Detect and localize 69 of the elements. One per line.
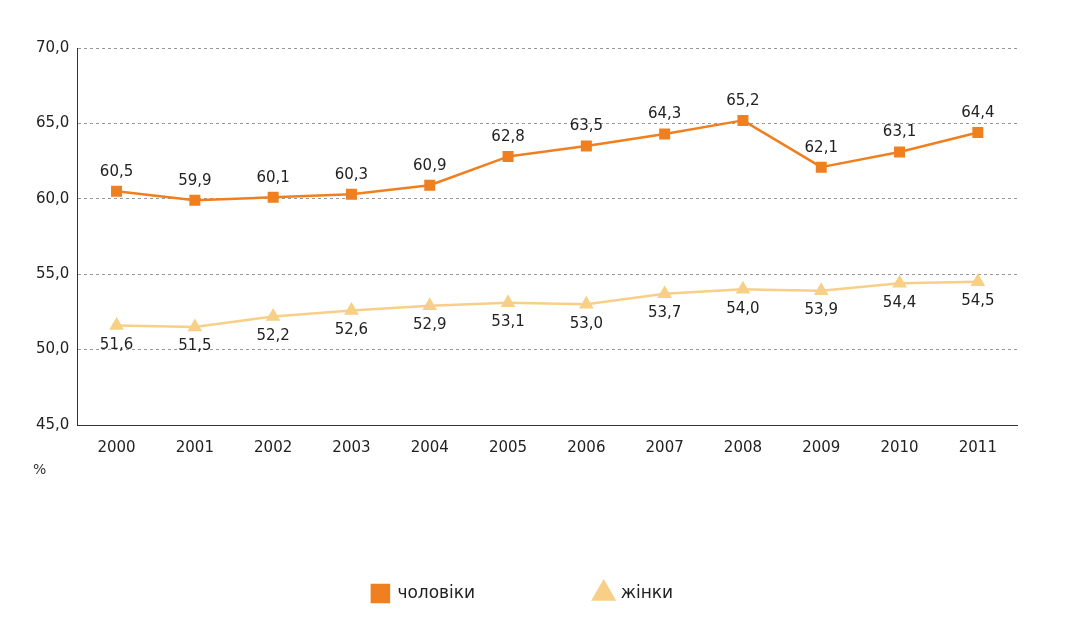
y-tick-label: 50,0 [35,339,70,358]
point [894,146,906,158]
data-label: 62,1 [804,137,838,156]
x-tick-label: 2004 [410,437,449,456]
point [189,194,201,206]
point [893,276,906,288]
x-tick-label: 2003 [332,437,371,456]
data-label: 60,5 [99,161,134,180]
point [111,185,123,197]
data-label: 54,5 [961,291,995,310]
point [110,318,123,330]
x-tick-label: 2001 [175,437,214,456]
data-label: 64,3 [647,104,682,123]
data-label: 54,0 [726,298,760,317]
data-label: 60,3 [334,164,369,183]
point [267,191,279,203]
x-tick-label: 2005 [488,437,528,456]
x-tick-label: 2002 [254,437,293,456]
data-label: 53,0 [569,313,604,332]
y-tick-label: 70,0 [35,37,70,56]
data-label: 54,4 [882,292,917,311]
y-axis-title: % [33,460,47,477]
y-tick-label: 65,0 [35,113,70,132]
data-label: 53,1 [491,312,525,331]
y-tick-label: 55,0 [35,264,70,283]
x-tick-label: 2009 [802,437,841,456]
data-label: 52,9 [413,315,447,334]
point [814,283,828,296]
point [972,126,984,138]
data-label: 53,9 [804,300,838,319]
point [501,295,515,308]
point [266,309,280,321]
data-label: 63,5 [569,116,604,135]
data-label: 52,6 [334,319,369,338]
data-label: 51,6 [99,334,134,353]
point [580,140,592,152]
data-label: 65,2 [726,90,760,109]
data-label: 63,1 [882,122,917,141]
point [737,114,749,126]
point [736,282,750,294]
point [658,286,672,299]
legend-label: жінки [620,581,674,602]
x-tick-label: 2006 [567,437,606,456]
x-tick-label: 2011 [958,437,997,456]
point [345,303,358,315]
data-label: 53,7 [647,303,682,322]
y-tick-label: 45,0 [35,414,70,433]
x-tick-label: 2000 [97,437,136,456]
x-tick-label: 2007 [645,437,684,456]
point [345,188,357,200]
data-label: 62,8 [491,126,525,145]
data-label: 60,9 [413,155,447,174]
point [815,161,827,173]
point [423,298,437,311]
point [971,274,985,286]
legend-label: чоловіки [397,581,476,602]
data-label: 64,4 [961,102,995,121]
data-label: 51,5 [178,336,212,355]
point [659,128,671,140]
data-label: 59,9 [178,170,212,189]
point [579,297,593,309]
point [188,319,202,332]
point [502,151,514,163]
x-tick-label: 2008 [723,437,763,456]
y-tick-label: 60,0 [35,188,70,207]
point [424,179,436,191]
x-tick-label: 2010 [880,437,919,456]
data-label: 60,1 [256,167,290,186]
data-label: 52,2 [256,325,290,344]
